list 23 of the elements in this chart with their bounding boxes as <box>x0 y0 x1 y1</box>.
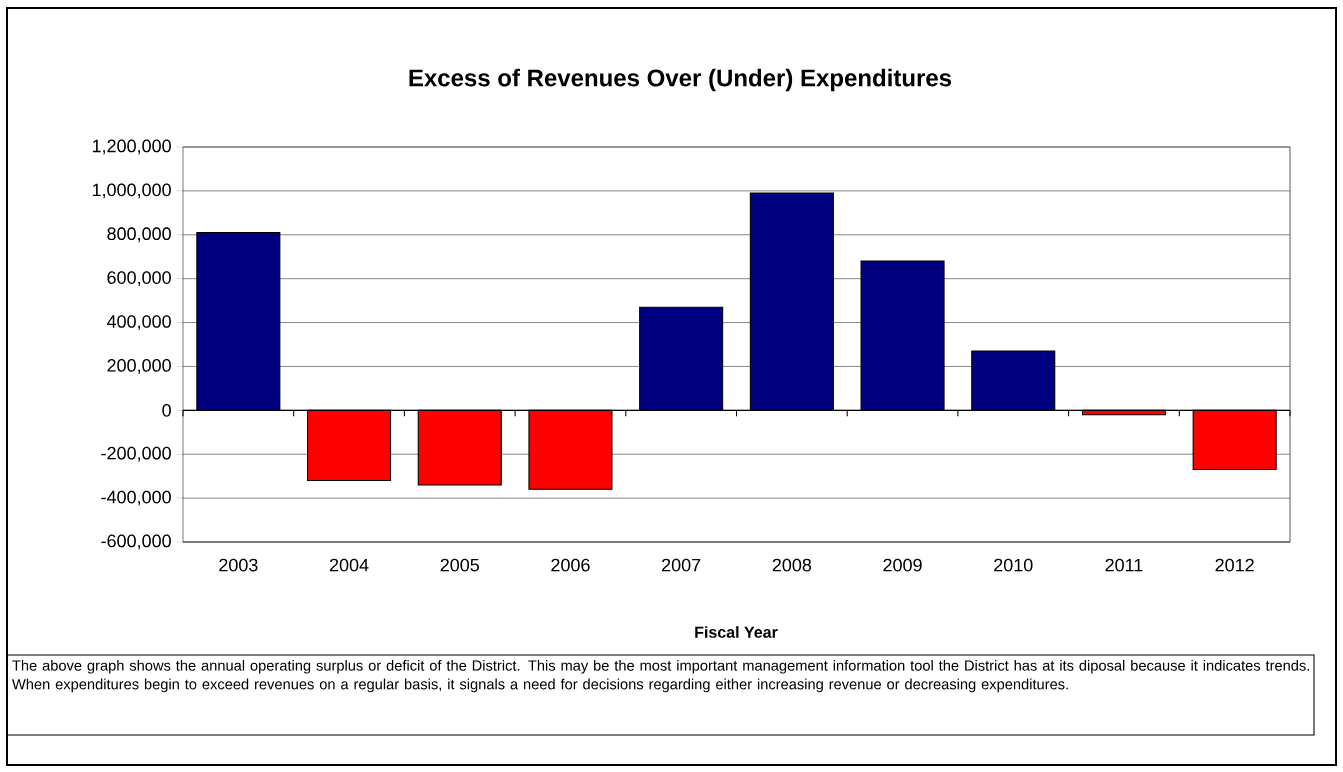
x-axis-title: Fiscal Year <box>695 626 778 638</box>
x-tick-label: 2003 <box>219 558 258 572</box>
y-tick-label: 800,000 <box>107 227 171 243</box>
y-tick-label: 1,000,000 <box>92 183 171 199</box>
y-tick-label: 1,200,000 <box>92 139 171 155</box>
chart-title: Excess of Revenues Over (Under) Expenditures <box>409 68 952 92</box>
text: The above graph shows the annual operating surplus or deficit of the District. This may be the most important management information tool the District has at its diposal because it indicates trends. When expenditures begin to exceed revenues on a regular basis, it signals a need for decisions regarding either increasing revenue or decreasing expenditures. <box>12 659 1310 693</box>
y-tick-label: 400,000 <box>106 315 171 330</box>
x-tick-label: 2011 <box>1105 558 1143 572</box>
y-tick-label: -400,000 <box>101 490 171 506</box>
y-tick-label: 200,000 <box>107 359 171 374</box>
x-tick-label: 2008 <box>772 558 812 572</box>
x-tick-label: 2006 <box>551 558 590 572</box>
x-tick-label: 2010 <box>994 558 1033 572</box>
y-tick-label: 600,000 <box>107 271 171 287</box>
y-tick-label: -600,000 <box>101 534 171 550</box>
x-tick-label: 2009 <box>883 558 922 572</box>
x-tick-label: 2005 <box>440 558 480 572</box>
y-tick-label: -200,000 <box>101 446 171 462</box>
x-tick-label: 2004 <box>329 558 369 572</box>
x-tick-label: 2007 <box>662 558 701 572</box>
x-tick-label: 2012 <box>1215 558 1254 572</box>
y-tick-label: 0 <box>162 403 171 417</box>
